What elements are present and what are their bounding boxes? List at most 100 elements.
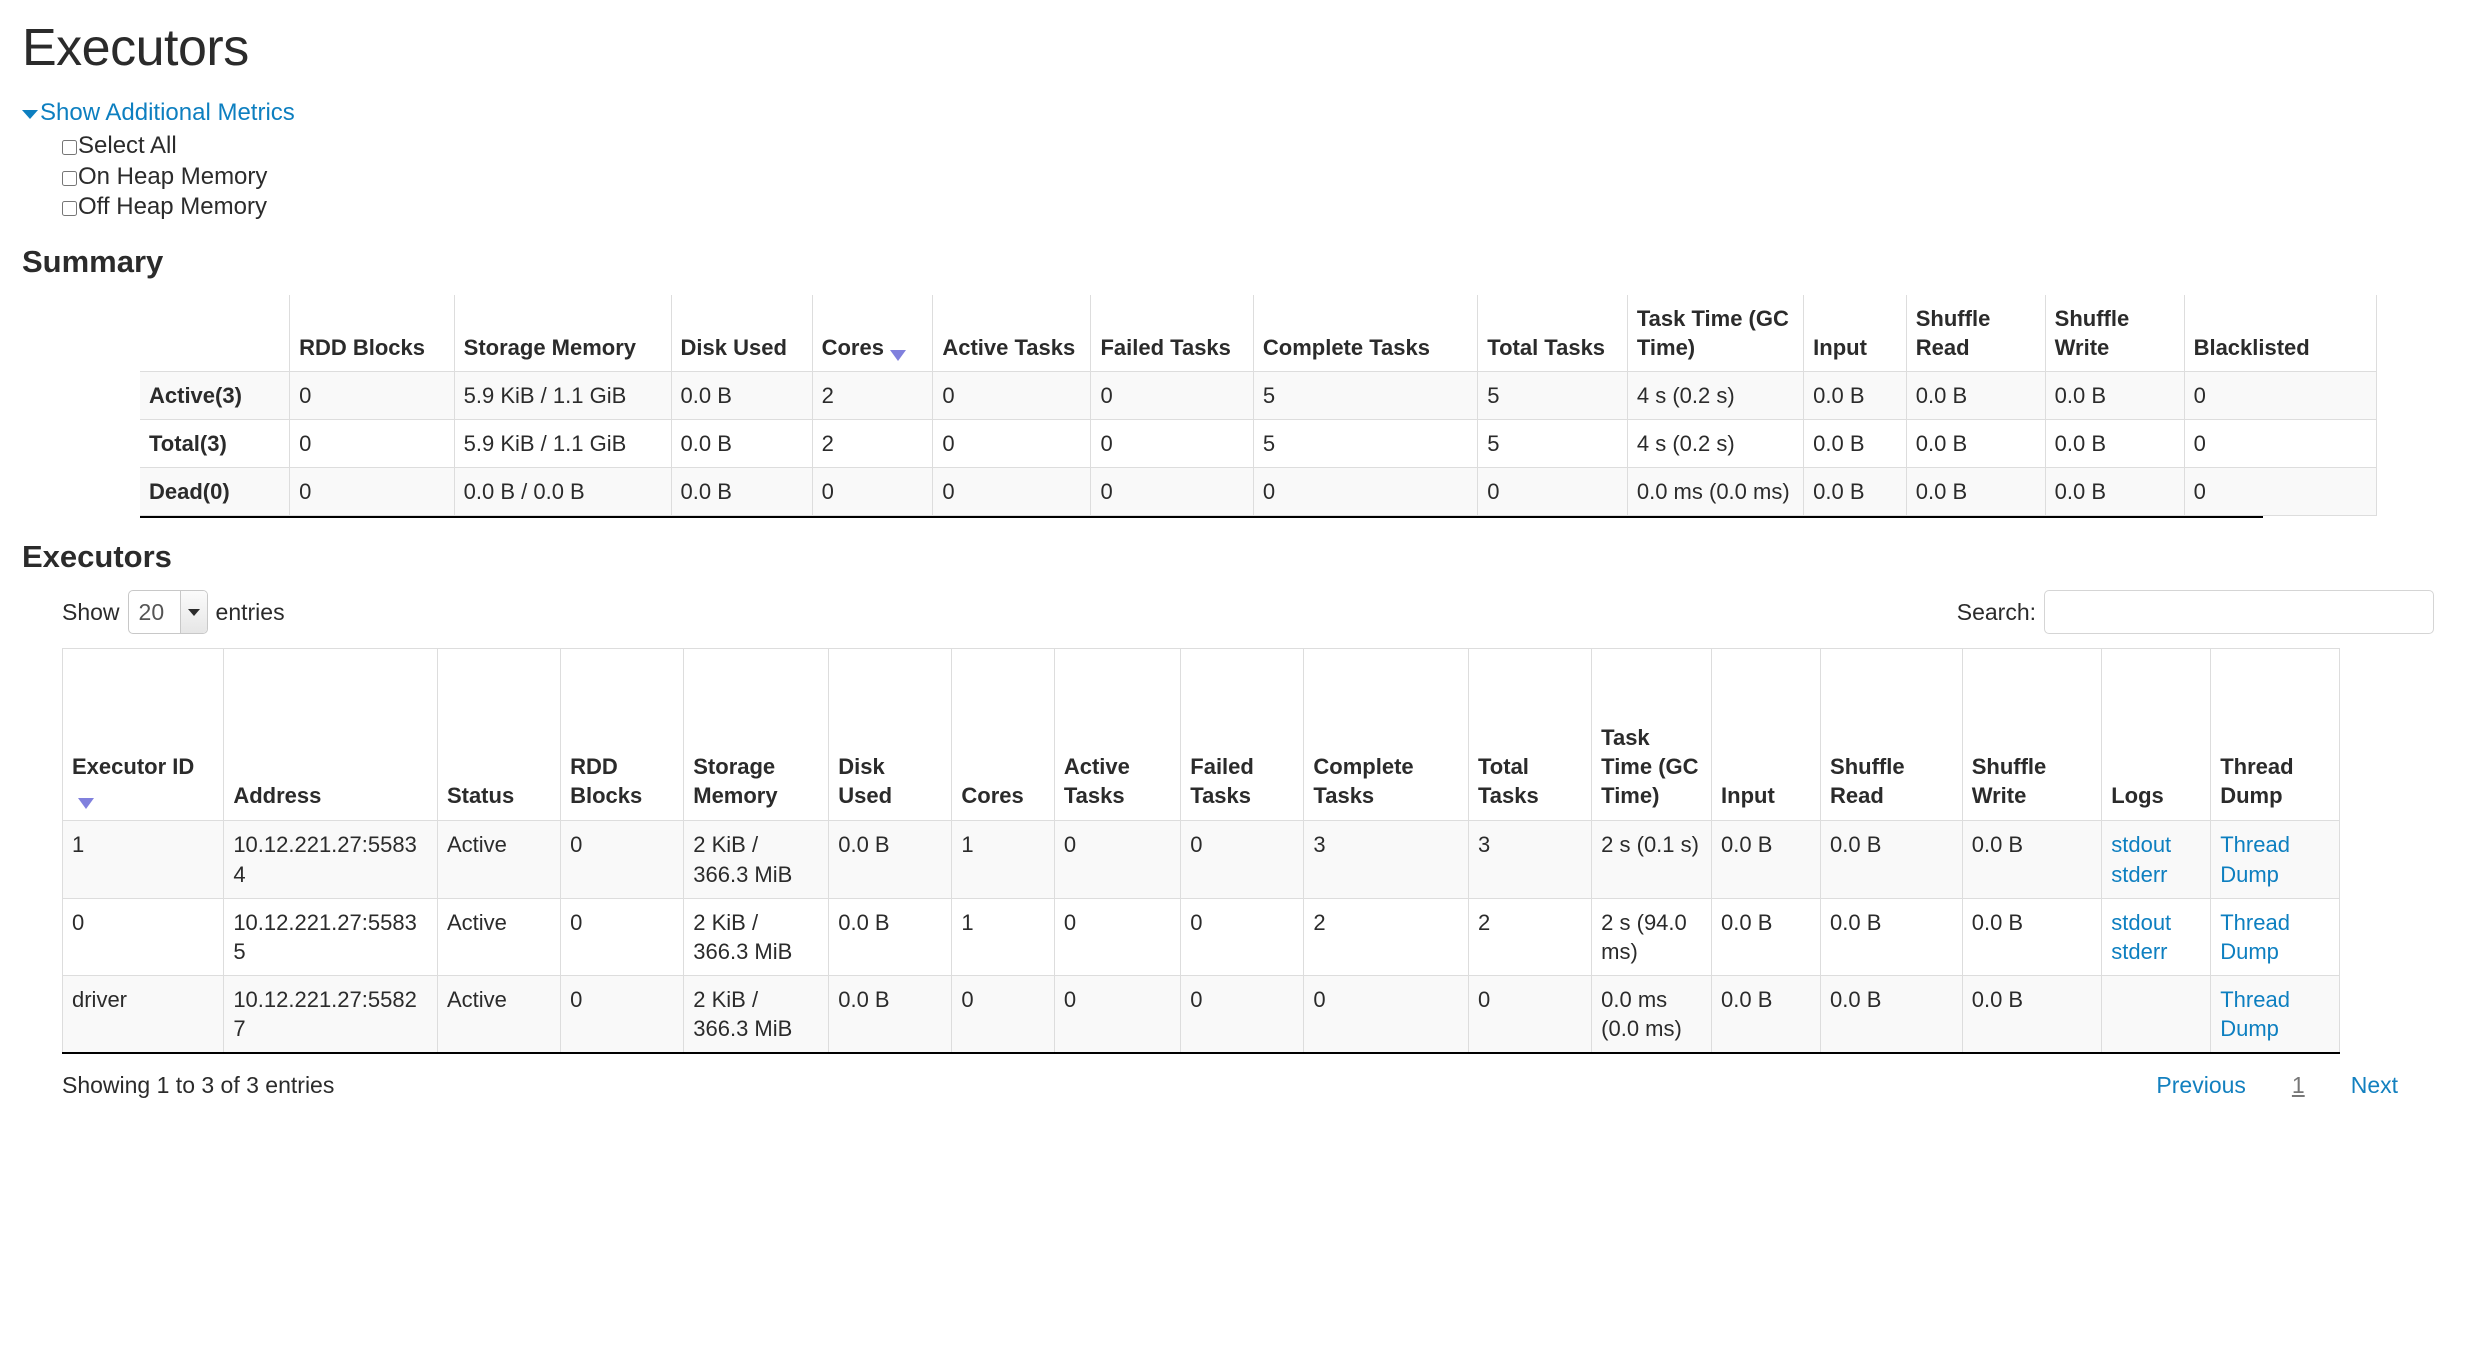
exec-col-cores[interactable]: Cores <box>951 648 1055 822</box>
page-title: Executors <box>22 19 249 77</box>
summary-col-cores-label: Cores <box>821 335 884 361</box>
summary-cell-blacklisted: 0 <box>2183 371 2378 421</box>
summary-table-wrap: RDD Blocks Storage Memory Disk Used Core… <box>22 295 2444 517</box>
summary-col-complete-tasks[interactable]: Complete Tasks <box>1252 295 1479 373</box>
summary-cell-blacklisted: 0 <box>2183 419 2378 469</box>
summary-col-task-time[interactable]: Task Time (GC Time) <box>1626 295 1805 373</box>
exec-col-disk-used[interactable]: Disk Used <box>828 648 953 822</box>
cell-logs: stdout stderr <box>2101 820 2212 899</box>
summary-cell-cores: 2 <box>811 419 934 469</box>
exec-col-task-time[interactable]: Task Time (GC Time) <box>1591 648 1713 822</box>
sort-descending-caret-icon <box>889 350 906 362</box>
cell-thread-dump: Thread Dump <box>2210 974 2340 1054</box>
summary-cell-complete-tasks: 0 <box>1252 467 1479 517</box>
summary-cell-shuffle-read: 0.0 B <box>1905 371 2046 421</box>
sort-descending-caret-icon <box>78 798 94 810</box>
thread-dump-link[interactable]: Thread Dump <box>2220 986 2290 1041</box>
exec-col-total-tasks[interactable]: Total Tasks <box>1467 648 1593 822</box>
summary-col-total-tasks[interactable]: Total Tasks <box>1477 295 1628 373</box>
thread-dump-link[interactable]: Thread Dump <box>2220 909 2290 964</box>
cell-logs: stdout stderr <box>2101 897 2212 976</box>
summary-row-label: Active(3) <box>140 371 291 421</box>
summary-col-input[interactable]: Input <box>1803 295 1907 373</box>
summary-cell-shuffle-write: 0.0 B <box>2044 467 2185 517</box>
metrics-option-label: Off Heap Memory <box>78 193 267 221</box>
summary-cell-task-time: 4 s (0.2 s) <box>1626 419 1805 469</box>
stderr-link[interactable]: stderr <box>2111 861 2168 887</box>
next-page-button[interactable]: Next <box>2350 1071 2398 1098</box>
cell-shuffle-read: 0.0 B <box>1820 820 1963 899</box>
summary-col-cores[interactable]: Cores <box>811 295 934 373</box>
cell-address: 10.12.221.27:55834 <box>223 820 438 899</box>
metrics-option-on-heap-memory[interactable]: On Heap Memory <box>62 162 2444 193</box>
cell-executor-id: 0 <box>61 897 225 976</box>
summary-col-failed-tasks[interactable]: Failed Tasks <box>1090 295 1254 373</box>
executors-table-wrap: Executor ID Address Status RDD Blocks St… <box>22 648 2444 1054</box>
pagination: Previous 1 Next <box>2156 1072 2434 1099</box>
summary-cell-cores: 0 <box>811 467 934 517</box>
summary-col-rdd-blocks[interactable]: RDD Blocks <box>289 295 455 373</box>
metrics-option-off-heap-memory[interactable]: Off Heap Memory <box>62 192 2444 223</box>
summary-row-label: Dead(0) <box>140 467 291 517</box>
page-length-select[interactable]: 20 40 60 100 <box>127 590 208 635</box>
exec-col-input[interactable]: Input <box>1711 648 1822 822</box>
exec-col-thread-dump[interactable]: Thread Dump <box>2210 648 2340 822</box>
on-heap-memory-checkbox[interactable] <box>62 170 77 186</box>
exec-col-executor-id[interactable]: Executor ID <box>61 648 225 822</box>
cell-rdd-blocks: 0 <box>560 820 685 899</box>
previous-page-button[interactable]: Previous <box>2156 1071 2246 1098</box>
exec-col-shuffle-write[interactable]: Shuffle Write <box>1961 648 2103 822</box>
exec-col-address[interactable]: Address <box>223 648 438 822</box>
entries-label: entries <box>215 598 285 625</box>
metrics-option-select-all[interactable]: Select All <box>62 131 2444 162</box>
exec-col-active-tasks[interactable]: Active Tasks <box>1053 648 1182 822</box>
caret-down-icon <box>22 110 38 120</box>
stderr-link[interactable]: stderr <box>2111 938 2168 964</box>
cell-input: 0.0 B <box>1711 820 1822 899</box>
summary-col-active-tasks[interactable]: Active Tasks <box>932 295 1092 373</box>
page-number-1[interactable]: 1 <box>2291 1071 2305 1098</box>
cell-task-time: 0.0 ms (0.0 ms) <box>1591 974 1713 1054</box>
summary-col-shuffle-write[interactable]: Shuffle Write <box>2044 295 2185 373</box>
summary-col-disk-used[interactable]: Disk Used <box>670 295 813 373</box>
table-row: 0 10.12.221.27:55835 Active 0 2 KiB / 36… <box>61 897 2340 976</box>
summary-cell-blacklisted: 0 <box>2183 467 2378 517</box>
stdout-link[interactable]: stdout <box>2111 832 2172 858</box>
cell-failed-tasks: 0 <box>1180 820 1305 899</box>
summary-cell-task-time: 0.0 ms (0.0 ms) <box>1626 467 1805 517</box>
summary-row-label: Total(3) <box>140 419 291 469</box>
thread-dump-link[interactable]: Thread Dump <box>2220 832 2290 887</box>
exec-col-complete-tasks[interactable]: Complete Tasks <box>1303 648 1469 822</box>
exec-col-shuffle-read[interactable]: Shuffle Read <box>1820 648 1963 822</box>
summary-cell-total-tasks: 5 <box>1477 371 1628 421</box>
summary-cell-complete-tasks: 5 <box>1252 371 1479 421</box>
show-additional-metrics-link[interactable]: Show Additional Metrics <box>40 99 295 127</box>
exec-col-storage-memory[interactable]: Storage Memory <box>683 648 830 822</box>
exec-col-status[interactable]: Status <box>436 648 562 822</box>
summary-col-blacklisted[interactable]: Blacklisted <box>2183 295 2378 373</box>
exec-col-rdd-blocks[interactable]: RDD Blocks <box>560 648 685 822</box>
summary-col-shuffle-read[interactable]: Shuffle Read <box>1905 295 2046 373</box>
select-all-checkbox[interactable] <box>62 139 77 155</box>
exec-col-failed-tasks[interactable]: Failed Tasks <box>1180 648 1305 822</box>
summary-col-storage-memory[interactable]: Storage Memory <box>453 295 672 373</box>
stdout-link[interactable]: stdout <box>2111 909 2172 935</box>
show-additional-metrics-toggle[interactable]: Show Additional Metrics <box>22 99 2444 128</box>
cell-status: Active <box>436 897 562 976</box>
off-heap-memory-checkbox[interactable] <box>62 201 77 217</box>
cell-complete-tasks: 2 <box>1303 897 1469 976</box>
summary-cell-shuffle-read: 0.0 B <box>1905 419 2046 469</box>
search-input[interactable] <box>2044 590 2434 635</box>
cell-shuffle-write: 0.0 B <box>1961 820 2103 899</box>
summary-cell-active-tasks: 0 <box>932 467 1092 517</box>
page-length-control: Show 20 40 60 100 entries <box>62 590 285 635</box>
exec-col-logs[interactable]: Logs <box>2101 648 2212 822</box>
page-length-select-shell[interactable]: 20 40 60 100 <box>127 590 208 635</box>
exec-col-executor-id-label: Executor ID <box>72 754 195 780</box>
page-length-label: Show 20 40 60 100 entries <box>62 590 285 635</box>
cell-executor-id: driver <box>61 974 225 1054</box>
executors-page: Executors Show Additional Metrics Select… <box>22 19 2444 1099</box>
summary-cell-storage-memory: 0.0 B / 0.0 B <box>453 467 672 517</box>
summary-col-blank <box>140 295 291 373</box>
summary-cell-shuffle-write: 0.0 B <box>2044 371 2185 421</box>
